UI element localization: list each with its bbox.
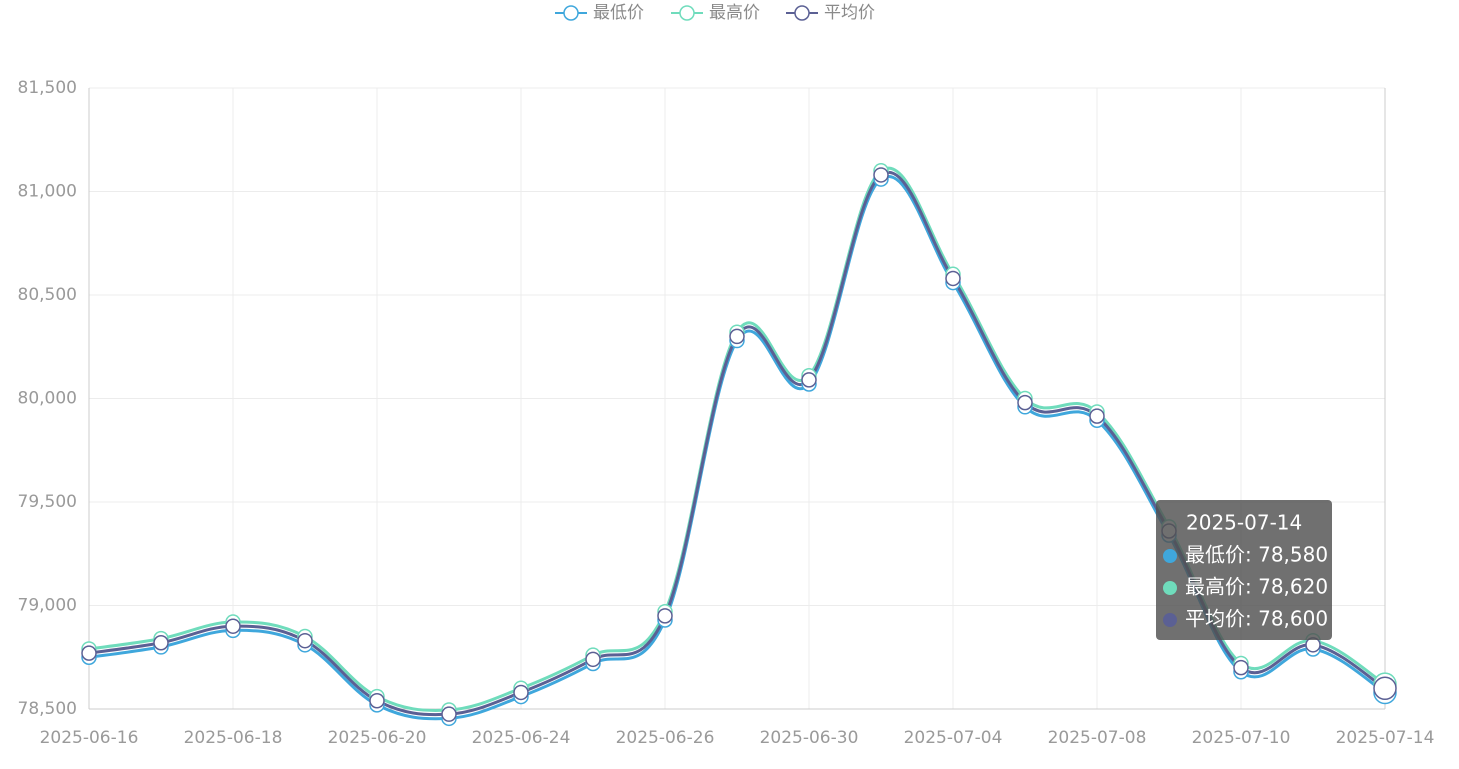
y-tick-label: 81,000 [18,182,77,202]
point [513,684,529,701]
tooltip: 2025-07-14 最低价: 78,580 最高价: 78,620 平均价: 78,… [1156,500,1332,640]
tooltip-box [1156,500,1332,640]
x-tick-label: 2025-07-04 [904,728,1003,748]
point [441,706,457,722]
y-tick-label: 78,500 [18,699,77,719]
legend-item: 平均价 [786,3,875,23]
x-tick-label: 2025-07-14 [1336,728,1435,748]
tooltip-dot [1163,613,1177,627]
point [153,635,169,651]
legend-item: 最低价 [555,3,644,23]
point [297,632,313,649]
legend-label: 平均价 [824,3,875,23]
point [801,372,817,388]
tooltip-dot [1163,581,1177,595]
x-tick-label: 2025-06-20 [328,728,427,748]
y-tick-label: 79,500 [18,492,77,512]
tooltip-row: 最高价: 78,620 [1185,575,1328,599]
point [729,328,745,345]
legend-label: 最低价 [593,3,644,23]
point [873,167,889,183]
tooltip-row: 平均价: 78,600 [1185,607,1328,631]
x-tick-label: 2025-06-30 [760,728,859,748]
y-tick-label: 80,000 [18,389,77,409]
x-tick-label: 2025-07-08 [1048,728,1147,748]
point [1017,394,1033,411]
x-tick-label: 2025-07-10 [1192,728,1291,748]
point [1233,659,1249,676]
point [945,270,961,287]
tooltip-title: 2025-07-14 [1186,511,1302,535]
y-tick-label: 79,000 [18,596,77,616]
tooltip-row: 最低价: 78,580 [1185,543,1328,567]
x-tick-label: 2025-06-16 [40,728,139,748]
point [369,692,385,709]
point [1373,676,1397,701]
y-tick-label: 80,500 [18,285,77,305]
legend-icon [794,5,810,21]
point [585,651,601,668]
x-tick-label: 2025-06-18 [184,728,283,748]
legend-label: 最高价 [709,3,760,23]
legend-icon [563,5,579,21]
legend-icon [679,5,695,21]
tooltip-dot [1163,549,1177,563]
point [1089,408,1105,424]
x-tick-label: 2025-06-26 [616,728,715,748]
point [81,645,97,661]
y-tick-label: 81,500 [18,78,77,98]
legend-item: 最高价 [671,3,760,23]
point [657,608,673,624]
point [225,618,241,634]
x-tick-label: 2025-06-24 [472,728,571,748]
